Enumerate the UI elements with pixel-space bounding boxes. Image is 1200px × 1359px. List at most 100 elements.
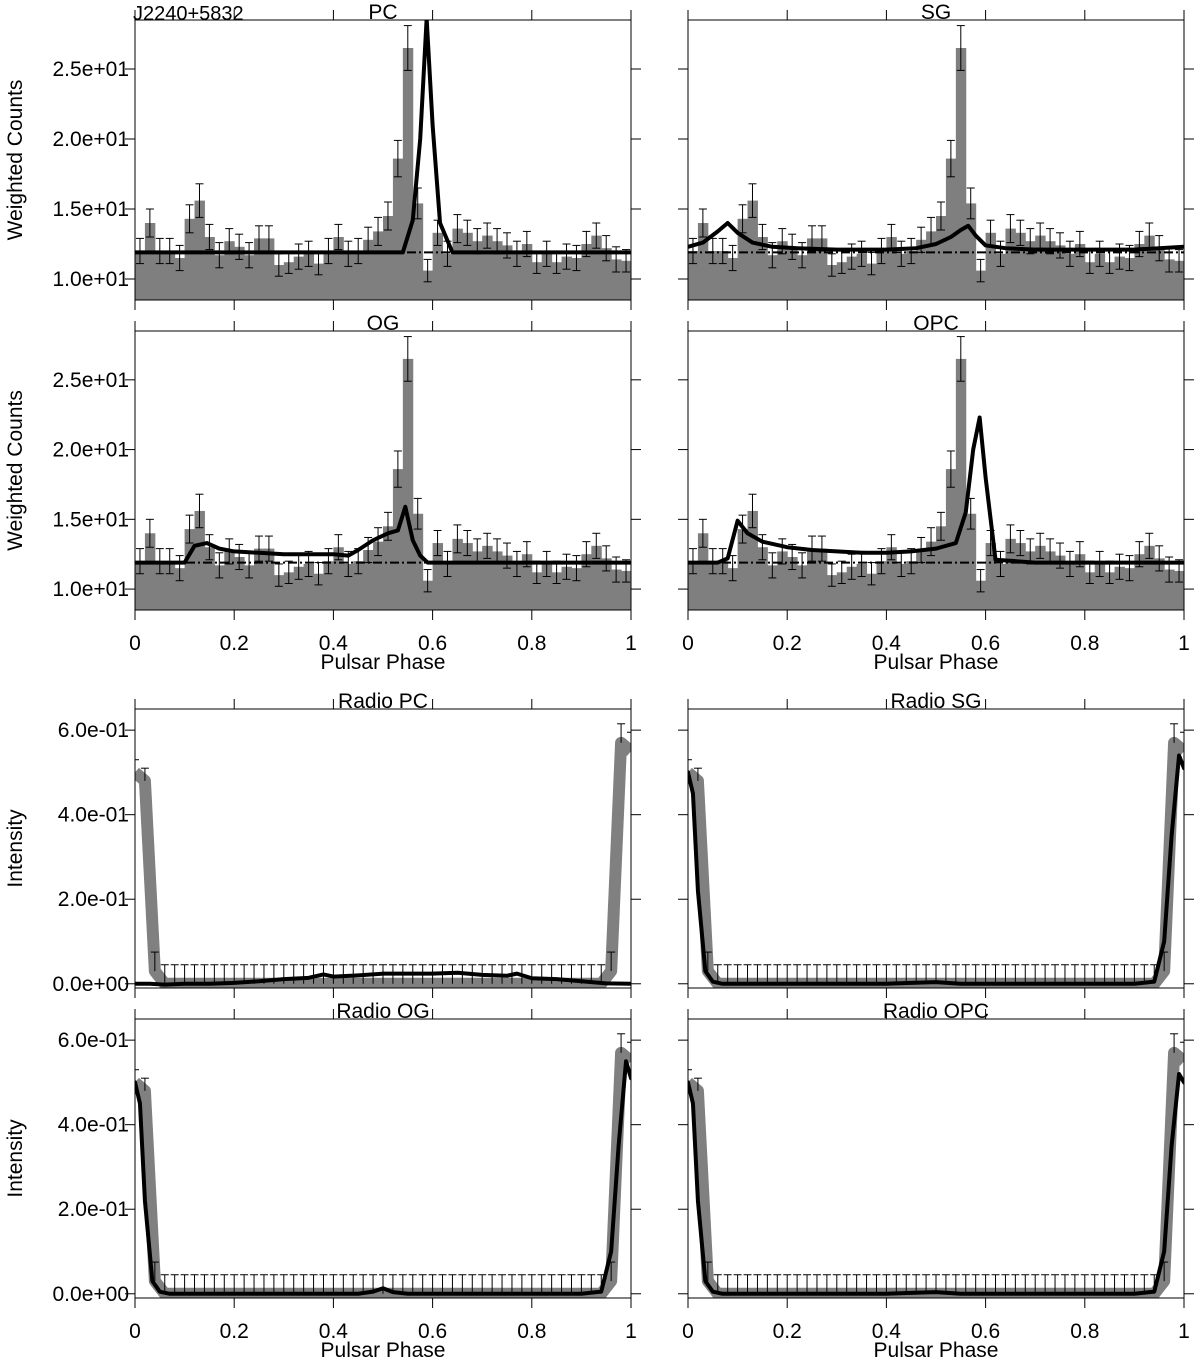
histogram-bar — [392, 469, 404, 610]
histogram-bar — [293, 566, 305, 610]
histogram-bar — [343, 563, 354, 610]
histogram-bar — [214, 255, 225, 300]
plot-frame — [687, 708, 1185, 989]
plot-area — [688, 25, 1184, 300]
histogram-bar — [452, 228, 463, 300]
histogram-bar — [926, 541, 937, 610]
error-bar — [210, 964, 219, 984]
error-bar — [1170, 723, 1179, 743]
histogram-bar — [995, 253, 1006, 300]
error-bar — [145, 518, 154, 548]
error-bar — [269, 1274, 278, 1294]
histogram-bar — [1005, 538, 1016, 610]
error-bar — [798, 552, 807, 579]
error-bar — [433, 529, 442, 557]
error-bar — [463, 529, 472, 557]
error-bar — [379, 1274, 387, 1294]
histogram-bar — [916, 550, 927, 610]
panel-title: Radio OG — [336, 1000, 429, 1023]
x-tick-label: 0.2 — [220, 1320, 249, 1343]
histogram-bar — [1055, 555, 1066, 610]
histogram-bar — [273, 265, 285, 300]
histogram-bar — [757, 237, 768, 300]
error-bar — [892, 1274, 901, 1294]
error-bar — [463, 219, 472, 246]
panel-title: Radio SG — [890, 690, 981, 713]
histogram-bar — [1045, 241, 1056, 300]
histogram-bar — [482, 235, 493, 300]
error-bar — [135, 1069, 139, 1083]
panel-radio-opc: 0 0.2 0.4 0.6 0.8 1 Radio OPC Pulsar Phase — [678, 1000, 1194, 1359]
y-axis-label: Intensity — [4, 809, 27, 888]
x-tick-label: 0 — [682, 1320, 694, 1343]
histogram-bar — [135, 251, 146, 300]
histogram-bar — [541, 253, 553, 300]
histogram-bar — [412, 513, 424, 610]
error-bar — [966, 187, 975, 220]
error-bar — [185, 514, 194, 544]
histogram-bar — [697, 533, 709, 610]
histogram-bar — [727, 568, 739, 610]
y-tick-label: 0.0e+00 — [53, 973, 130, 996]
error-bar — [195, 183, 204, 218]
histogram-bar — [263, 548, 275, 610]
histogram-bar — [985, 232, 997, 300]
error-bar — [448, 1274, 457, 1294]
histogram-bar — [144, 533, 156, 610]
model-light-curve — [135, 970, 631, 987]
panel-radio-sg: Radio SG — [678, 690, 1194, 998]
error-bar — [951, 1274, 960, 1294]
y-tick-label: 2.0e+01 — [53, 128, 130, 151]
error-bar — [1090, 964, 1099, 984]
histogram-bar — [747, 510, 758, 610]
error-bar — [1130, 1274, 1139, 1294]
plot-frame — [134, 1018, 632, 1299]
histogram-bar — [936, 216, 947, 300]
histogram-bar — [846, 566, 858, 610]
histogram-bar — [1064, 253, 1076, 300]
histogram-bar — [551, 262, 563, 300]
histogram-bar — [254, 238, 265, 300]
histogram-bar — [244, 255, 255, 300]
histogram-bar — [601, 558, 612, 610]
error-bar — [602, 545, 611, 572]
error-bar — [862, 964, 871, 984]
error-bar — [902, 964, 911, 984]
histogram-bar — [343, 253, 354, 300]
error-bar — [1175, 249, 1184, 273]
error-bar — [1110, 964, 1119, 984]
error-bar — [230, 1274, 239, 1294]
error-bar — [1051, 964, 1060, 984]
error-bar — [793, 964, 802, 984]
error-bar — [140, 1077, 149, 1091]
histogram-bar — [442, 253, 453, 300]
error-bar — [892, 964, 901, 984]
histogram-bar — [1015, 543, 1026, 610]
error-bar — [170, 1274, 179, 1294]
error-bar — [1041, 1274, 1050, 1294]
error-bar — [1145, 532, 1154, 559]
histogram-bar — [363, 239, 374, 300]
histogram-bar — [611, 259, 622, 300]
error-bar — [778, 228, 787, 255]
histogram-bar — [571, 568, 582, 610]
error-bar — [857, 240, 866, 267]
error-bar — [423, 258, 432, 283]
error-bar — [527, 964, 536, 984]
error-bar — [284, 560, 293, 584]
histogram-bar — [521, 244, 533, 300]
error-bar — [170, 964, 179, 984]
histogram-bar — [581, 554, 592, 610]
error-bar — [758, 534, 767, 561]
histogram-bar — [717, 561, 729, 610]
histogram-bar — [1154, 248, 1165, 300]
histogram-bar — [757, 547, 768, 610]
histogram-bar — [826, 265, 838, 300]
error-bar — [902, 1274, 911, 1294]
y-tick-label: 2.5e+01 — [53, 58, 130, 81]
error-bar — [728, 244, 737, 272]
error-bar — [215, 552, 224, 579]
histogram-bar — [777, 241, 788, 300]
error-bar — [289, 1274, 298, 1294]
